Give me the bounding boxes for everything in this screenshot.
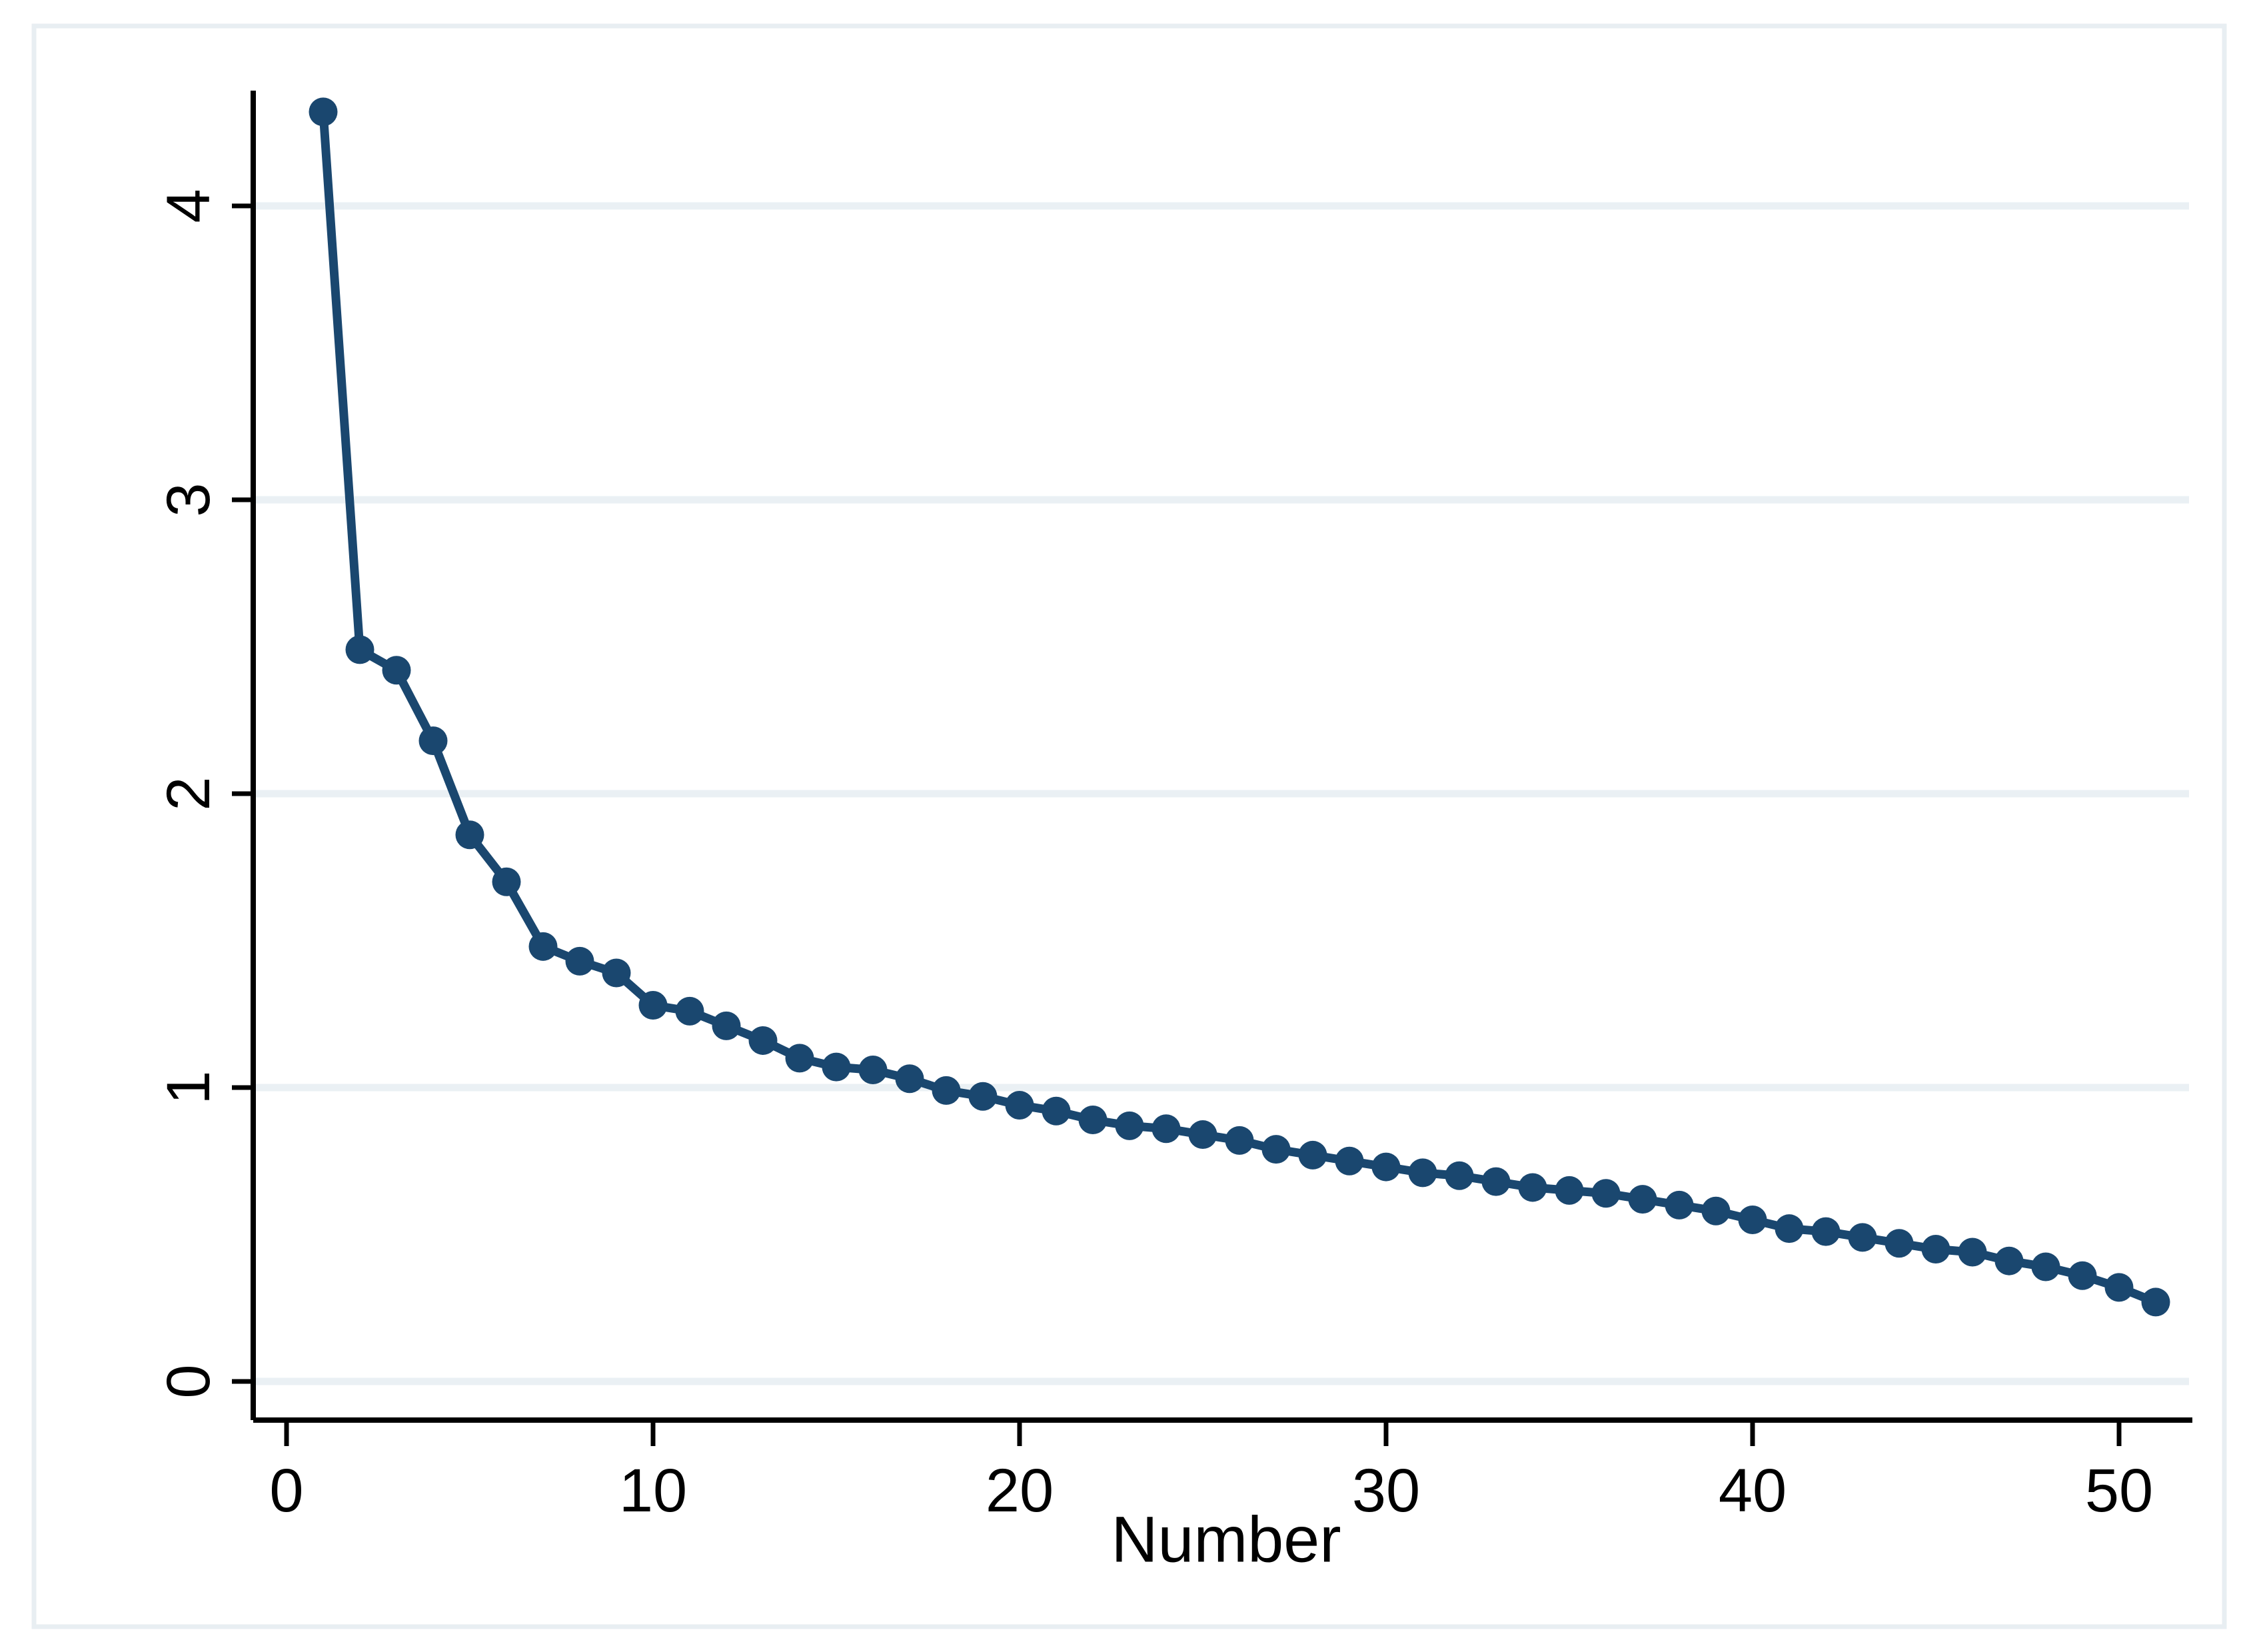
data-point-40 [1738,1205,1767,1234]
x-tick-label-0: 0 [269,1457,303,1525]
graph-region-border [31,23,2227,1629]
data-point-17 [895,1064,924,1094]
x-tick-label-50: 50 [2085,1457,2153,1525]
x-tick-label-20: 20 [986,1457,1054,1525]
data-point-1 [309,97,338,127]
data-point-50 [2104,1273,2134,1302]
data-point-48 [2031,1252,2060,1281]
x-tick-label-10: 10 [619,1457,687,1525]
data-point-10 [638,991,668,1020]
data-point-2 [345,635,375,664]
y-tick-label-4: 4 [155,189,223,223]
data-point-23 [1115,1111,1144,1140]
data-point-24 [1151,1114,1181,1144]
data-point-37 [1628,1185,1657,1214]
data-point-42 [1811,1217,1841,1246]
data-point-25 [1188,1120,1217,1150]
data-point-26 [1225,1126,1254,1155]
data-point-16 [858,1056,888,1085]
data-point-36 [1591,1179,1621,1208]
data-point-47 [1994,1246,2024,1275]
data-point-14 [785,1044,814,1073]
y-tick-label-2: 2 [155,776,223,810]
data-point-33 [1481,1167,1511,1196]
y-tick-label-3: 3 [155,482,223,516]
axes [232,91,2192,1446]
data-point-4 [418,726,448,756]
data-point-18 [932,1076,961,1105]
data-point-15 [822,1052,851,1082]
data-point-19 [968,1082,998,1111]
data-point-31 [1408,1158,1437,1188]
data-point-28 [1298,1140,1327,1170]
x-axis-title: Number [1112,1503,1341,1576]
data-point-5 [455,820,484,850]
data-point-27 [1261,1135,1291,1164]
y-tick-label-0: 0 [155,1364,223,1398]
data-point-45 [1921,1235,1950,1264]
data-point-46 [1958,1238,1987,1267]
data-point-3 [382,656,411,685]
data-point-30 [1371,1152,1401,1182]
data-point-11 [675,996,704,1026]
gridlines [253,202,2189,1385]
data-point-6 [492,867,521,896]
data-point-9 [602,958,631,988]
y-tick-label-1: 1 [155,1070,223,1104]
data-point-34 [1518,1173,1547,1202]
data-point-44 [1884,1229,1914,1258]
graph-border-rect [31,23,2227,1629]
series-line [319,107,2160,1307]
data-point-32 [1445,1161,1474,1190]
x-tick-label-40: 40 [1719,1457,1787,1525]
data-point-29 [1335,1146,1364,1176]
data-point-13 [748,1026,778,1055]
data-point-51 [2141,1287,2170,1317]
data-point-12 [712,1011,741,1040]
data-point-35 [1555,1176,1584,1205]
data-point-39 [1701,1196,1731,1226]
data-point-8 [565,946,594,976]
data-point-21 [1042,1096,1071,1126]
data-point-49 [2068,1261,2097,1290]
data-point-43 [1848,1223,1877,1252]
data-point-41 [1775,1214,1804,1243]
data-point-38 [1665,1190,1694,1220]
data-point-7 [528,932,558,961]
eigenvalue-series [309,97,2170,1317]
data-point-20 [1005,1090,1034,1120]
data-point-22 [1078,1106,1108,1135]
x-tick-label-30: 30 [1352,1457,1420,1525]
